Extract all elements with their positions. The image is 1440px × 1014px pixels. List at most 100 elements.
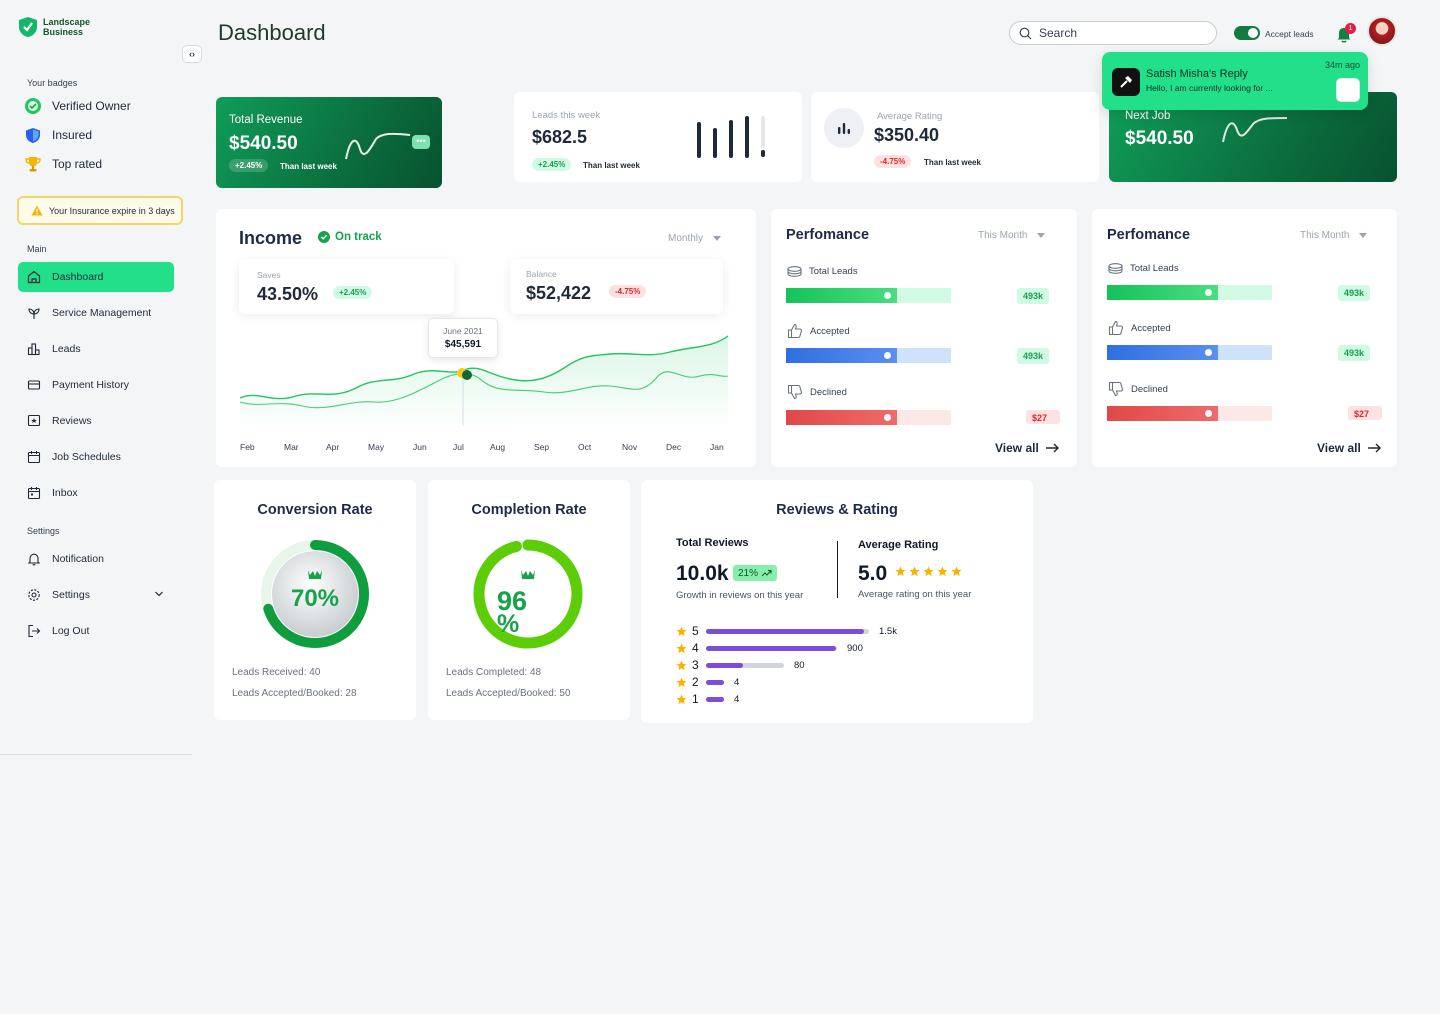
period-label: This Month — [1300, 230, 1350, 241]
stat-value: $540.50 — [229, 133, 298, 154]
saves-box: Saves 43.50% +2.45% — [239, 259, 454, 314]
rating-row: 2 4 — [676, 675, 739, 689]
saves-label: Saves — [257, 270, 281, 280]
settings-section-label: Settings — [27, 526, 60, 536]
period-dropdown[interactable]: This Month — [978, 230, 1046, 241]
view-all-link[interactable]: View all — [995, 441, 1059, 455]
caret-down-icon — [1359, 233, 1368, 238]
average-rating-subtitle: Average rating on this year — [858, 589, 972, 600]
chevron-down-icon[interactable] — [154, 590, 164, 598]
stat-label: Leads this week — [532, 110, 601, 121]
performance-card: Perfomance This Month Total Leads 493k A… — [1092, 209, 1397, 467]
leads-week-card[interactable]: Leads this week $682.5 +2.45% Than last … — [514, 92, 802, 182]
chart-tooltip: June 2021 $45,591 — [428, 318, 498, 358]
bar-dot — [1205, 349, 1212, 356]
thumbs-up-icon — [1108, 320, 1124, 336]
completion-rate-card: Completion Rate 96 % Leads Completed: 48… — [428, 480, 630, 720]
star-icon — [676, 625, 687, 636]
rating-track — [706, 696, 724, 702]
conversion-rate-card: Conversion Rate 70% Leads Received: 40 L… — [214, 480, 416, 720]
nav-label: Payment History — [52, 379, 130, 391]
badge-label: Top rated — [52, 157, 103, 171]
nav-settings[interactable]: Settings — [18, 580, 174, 610]
rating-row: 1 4 — [676, 692, 739, 706]
notification-title: Satish Misha's Reply — [1146, 68, 1248, 80]
stat-label: Average Rating — [877, 111, 943, 122]
view-all-link[interactable]: View all — [1317, 441, 1381, 455]
total-leads-bar — [1107, 285, 1272, 300]
month-label: Nov — [622, 442, 638, 452]
month-label: May — [368, 442, 385, 452]
rating-count: 1.5k — [879, 625, 897, 637]
stat-label: Total Revenue — [229, 114, 303, 126]
logout-icon — [28, 624, 41, 638]
rating-count: 80 — [794, 659, 805, 671]
nav-log-out[interactable]: Log Out — [18, 616, 174, 646]
thumbs-down-icon — [787, 384, 803, 400]
rating-fill — [706, 662, 743, 668]
arrow-right-icon — [1367, 443, 1381, 453]
average-rating-value: 5.0 — [858, 562, 888, 585]
period-dropdown[interactable]: This Month — [1300, 230, 1368, 241]
notification-toast[interactable]: Satish Misha's Reply Hello, I am current… — [1102, 52, 1368, 110]
perf-total-leads: Total Leads — [1108, 263, 1179, 274]
nav-payment-history[interactable]: Payment History — [18, 370, 174, 400]
rating-star-number: 1 — [692, 692, 699, 706]
more-icon[interactable]: ••• — [412, 135, 430, 149]
month-label: Jun — [413, 442, 427, 452]
income-period-dropdown[interactable]: Monthly — [668, 233, 722, 244]
nav-leads[interactable]: Leads — [18, 334, 174, 364]
stat-change: +2.45% — [229, 159, 269, 172]
bar-fill — [786, 348, 897, 363]
hammer-icon — [1112, 68, 1140, 96]
nav-job-schedules[interactable]: Job Schedules — [18, 442, 174, 472]
brand-logo[interactable]: Landscape Business — [18, 16, 90, 38]
rating-star-number: 3 — [692, 658, 699, 672]
rating-count: 900 — [847, 642, 863, 654]
notification-body: Hello, I am currently looking for ... — [1146, 83, 1273, 93]
brand-name-line1: Landscape — [43, 17, 91, 27]
growth-value: 21% — [738, 567, 759, 579]
user-avatar[interactable] — [1367, 16, 1397, 46]
payment-icon — [27, 380, 41, 390]
month-label: Sep — [534, 442, 550, 452]
home-icon — [27, 270, 41, 284]
nav-notification[interactable]: Notification — [18, 544, 174, 574]
star-icon — [676, 693, 687, 704]
notification-count-badge: 1 — [1345, 23, 1356, 34]
total-reviews-label: Total Reviews — [676, 537, 749, 549]
sidebar-collapse-button[interactable]: ‹› — [182, 45, 202, 63]
declined-bar — [786, 410, 951, 425]
review-icon — [27, 414, 41, 427]
star-icon — [923, 566, 934, 577]
page-title: Dashboard — [218, 20, 326, 45]
nav-inbox[interactable]: Inbox — [18, 478, 174, 508]
brand-name-line2: Business — [43, 27, 84, 37]
stat-compare: Than last week — [924, 158, 981, 167]
nav-reviews[interactable]: Reviews — [18, 406, 174, 436]
nav-dashboard[interactable]: Dashboard — [18, 262, 174, 292]
nav-service-management[interactable]: Service Management — [18, 298, 174, 328]
rating-star-number: 5 — [692, 624, 699, 638]
star-icon — [676, 676, 687, 687]
accept-leads-toggle[interactable] — [1234, 26, 1260, 40]
saves-change: +2.45% — [333, 286, 373, 299]
insurance-alert[interactable]: Your Insurance expire in 3 days — [17, 196, 183, 225]
tooltip-value: $45,591 — [444, 339, 482, 350]
leads-accepted: Leads Accepted/Booked: 50 — [446, 688, 571, 699]
search-input[interactable]: Search — [1009, 21, 1217, 45]
rating-fill — [706, 696, 724, 702]
star-icon — [895, 566, 906, 577]
leads-received: Leads Received: 40 — [232, 667, 321, 678]
stat-change: -4.75% — [874, 155, 912, 168]
average-rating-card[interactable]: Average Rating $350.40 -4.75% Than last … — [811, 92, 1099, 182]
total-revenue-card[interactable]: Total Revenue $540.50 +2.45% Than last w… — [216, 97, 442, 188]
rating-fill — [706, 628, 865, 634]
conversion-ring — [261, 540, 369, 648]
rating-row: 5 1.5k — [676, 624, 897, 638]
perf-accepted: Accepted — [787, 323, 850, 339]
badge-label: Insured — [52, 128, 93, 142]
performance-title: Perfomance — [786, 227, 870, 243]
arrow-right-icon — [1045, 443, 1059, 453]
accepted-bar — [786, 348, 951, 363]
